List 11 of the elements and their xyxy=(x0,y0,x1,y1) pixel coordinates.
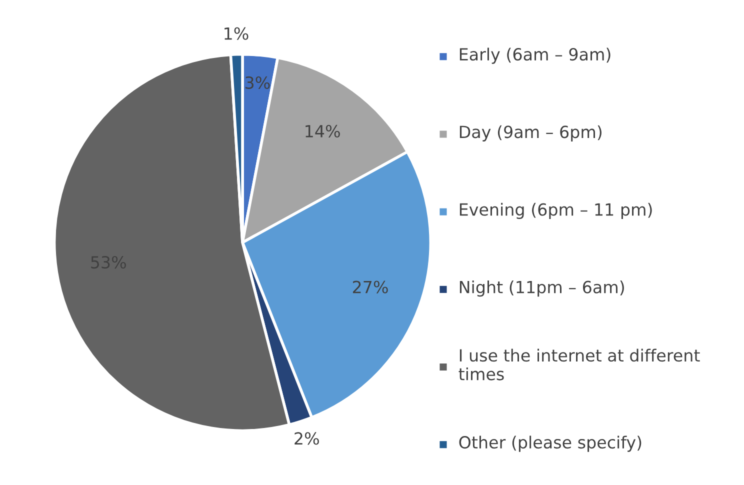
legend-label: Night (11pm – 6am) xyxy=(460,280,624,297)
legend-label: Other (please specify) xyxy=(459,436,642,452)
legend-label: Early (6am – 9am) xyxy=(460,48,610,64)
legend-label: Evening (6pm – 11 pm) xyxy=(460,202,652,220)
data-label: 1% xyxy=(224,27,248,40)
legend-label: I use the internet at different times xyxy=(458,348,700,380)
data-label: 14% xyxy=(306,124,340,138)
legend-label: Day (9am – 6pm) xyxy=(460,125,602,142)
data-label: 27% xyxy=(352,280,388,294)
data-label: 3% xyxy=(246,76,270,89)
data-label: 2% xyxy=(294,432,319,445)
